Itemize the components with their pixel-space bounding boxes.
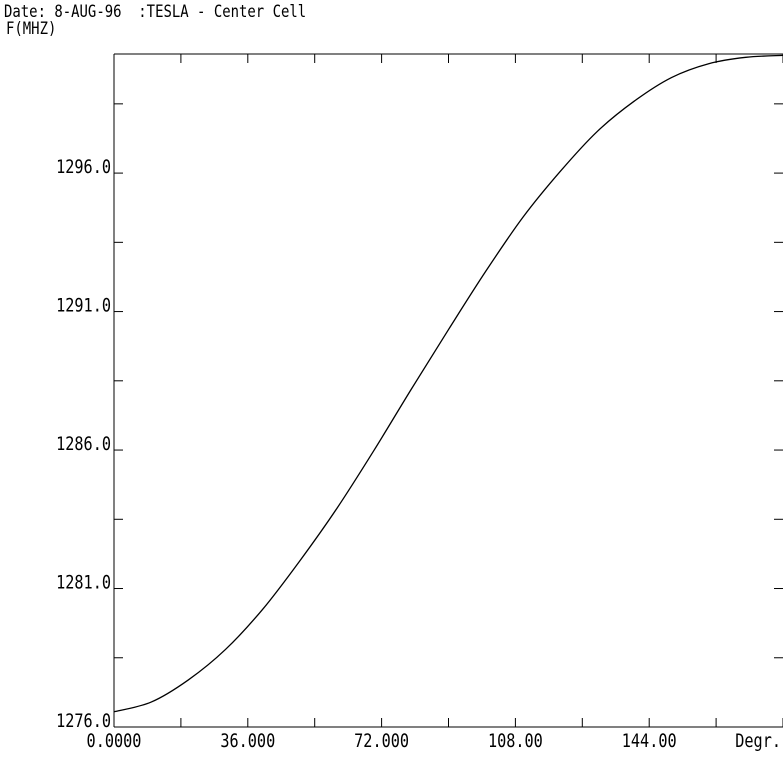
y-tick-label: 1286.0: [56, 433, 111, 455]
y-tick-label: 1276.0: [56, 710, 111, 732]
x-tick-label: 72.000: [354, 730, 409, 752]
x-tick-label: 36.000: [220, 730, 275, 752]
y-tick-label: 1281.0: [56, 572, 111, 594]
x-tick-label: 0.0000: [87, 730, 142, 752]
x-axis-label: Degr.: [735, 730, 781, 752]
y-tick-label: 1291.0: [56, 295, 111, 317]
y-tick-label: 1296.0: [56, 157, 111, 179]
series-line: [114, 55, 783, 711]
x-tick-label: 144.00: [622, 730, 677, 752]
x-tick-label: 108.00: [488, 730, 543, 752]
